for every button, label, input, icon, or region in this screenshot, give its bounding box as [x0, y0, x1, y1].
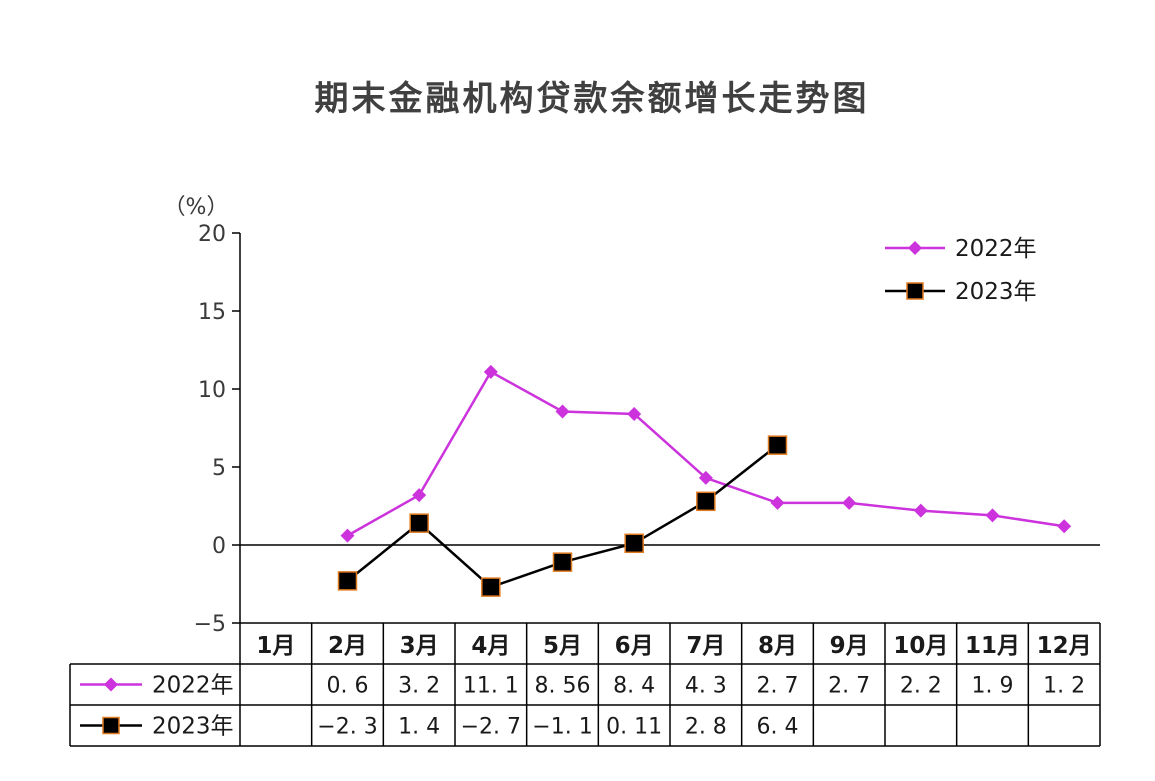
data-label: 1. 2 [1043, 674, 1085, 699]
x-category-label: 4月 [471, 633, 510, 659]
series-2023年 [337, 435, 788, 597]
data-point-square [624, 533, 644, 554]
data-point-diamond [412, 488, 427, 503]
table-series-name: 2022年 [152, 673, 234, 699]
data-point-square [481, 577, 501, 597]
legend-square [906, 282, 924, 300]
data-point-diamond [913, 503, 928, 518]
data-point-diamond [555, 404, 570, 419]
data-label: 8. 4 [613, 674, 655, 699]
data-point-square [696, 491, 716, 512]
table-series-name: 2023年 [152, 714, 234, 740]
data-label: 4. 3 [685, 674, 727, 699]
axes: −5 0 5 10 15 20 [194, 222, 1100, 637]
data-label: 0. 11 [606, 715, 662, 740]
legend: 2022年 2023年 [885, 236, 1037, 305]
data-point-square [409, 513, 429, 533]
data-label: 0. 6 [327, 674, 369, 699]
x-category-label: 7月 [686, 633, 725, 659]
x-category-label: 3月 [400, 633, 439, 659]
data-label: 11. 1 [463, 674, 519, 699]
x-category-label: 11月 [965, 633, 1020, 659]
data-point-square [552, 552, 573, 572]
legend-label: 2023年 [955, 279, 1037, 305]
table-legend-diamond [104, 677, 118, 692]
data-point-diamond [340, 528, 355, 543]
data-label: 2. 7 [828, 674, 870, 699]
y-tick-label: 5 [212, 456, 226, 481]
data-label: 8. 56 [535, 674, 591, 699]
data-point-diamond [627, 406, 642, 421]
y-tick-label: 0 [212, 534, 226, 559]
data-point-square [767, 435, 788, 455]
data-label: 3. 2 [398, 674, 440, 699]
x-category-label: 2月 [328, 633, 367, 659]
y-tick-label: −5 [194, 612, 226, 637]
x-category-label: 5月 [543, 633, 582, 659]
data-label: 1. 4 [398, 715, 440, 740]
y-tick-label: 20 [198, 222, 226, 247]
series-layer [337, 364, 1072, 597]
legend-label: 2022年 [955, 236, 1037, 262]
data-label: 2. 2 [900, 674, 942, 699]
data-label: −2. 7 [461, 715, 521, 740]
data-point-square [337, 571, 358, 591]
data-label: 2. 7 [757, 674, 799, 699]
data-label: 6. 4 [757, 715, 799, 740]
chart-title: 期末金融机构贷款余额增长走势图 [315, 79, 870, 119]
table-legend-square [102, 716, 120, 735]
data-label: −2. 3 [317, 715, 377, 740]
x-category-label: 9月 [830, 633, 869, 659]
x-category-label: 6月 [615, 633, 654, 659]
data-label: 1. 9 [972, 674, 1014, 699]
data-point-diamond [842, 495, 857, 510]
y-tick-label: 10 [198, 378, 226, 403]
x-category-label: 1月 [256, 633, 295, 659]
data-point-diamond [1057, 519, 1072, 534]
data-point-diamond [770, 495, 785, 510]
data-point-diamond [483, 364, 498, 379]
data-point-diamond [985, 508, 1000, 523]
legend-diamond [908, 241, 922, 255]
y-tick-label: 15 [198, 300, 226, 325]
data-label: −1. 1 [532, 715, 592, 740]
x-category-label: 10月 [893, 633, 948, 659]
x-category-label: 12月 [1037, 633, 1092, 659]
data-label: 2. 8 [685, 715, 727, 740]
y-axis-unit-label: （%） [164, 195, 229, 220]
data-point-diamond [698, 470, 713, 485]
data-table: 1月 2月 3月 4月 5月 6月 7月 8月 9月 10月 11月 12月 2022年 0. 6 3. 2… [69, 622, 1101, 747]
x-category-label: 8月 [758, 633, 797, 659]
series-2022年 [340, 364, 1072, 543]
